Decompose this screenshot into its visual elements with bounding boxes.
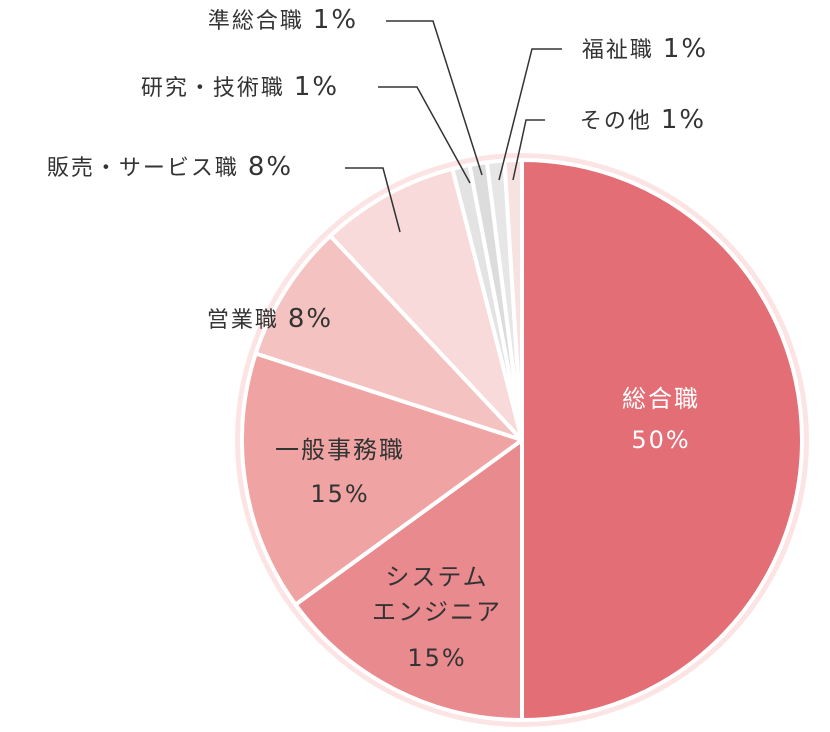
slice-label-2-2: エンジニア [372, 598, 502, 626]
leader-lines [345, 20, 562, 233]
slice-label-4: 営業職 8% [207, 304, 333, 334]
leader-line-9 [512, 119, 545, 181]
pie-slice-4 [253, 233, 524, 442]
slice-value-6: 1% [294, 72, 339, 102]
leader-line-8 [498, 48, 562, 181]
slice-value-4: 8% [288, 304, 333, 334]
slice-label-5: 販売・サービス職 8% [47, 152, 293, 182]
leader-line-7 [386, 20, 483, 176]
slice-label-6: 研究・技術職 1% [141, 72, 339, 102]
slice-label-9: その他 1% [580, 105, 706, 135]
pie-slice-1 [520, 158, 804, 722]
slice-name-8: 福祉職 [582, 38, 663, 63]
slice-name-9: その他 [580, 109, 661, 134]
slice-label-1-2: 50% [631, 426, 690, 454]
pie-slice-3 [240, 351, 524, 607]
pie-slices [240, 158, 804, 722]
slice-name-7: 準総合職 [208, 9, 313, 34]
slice-value-8: 1% [663, 34, 708, 64]
slice-label-2-1: システム [385, 563, 488, 591]
outer-labels: 営業職 8%販売・サービス職 8%研究・技術職 1%準総合職 1%福祉職 1%そ… [47, 5, 708, 334]
leader-line-5 [345, 167, 401, 233]
slice-value-9: 1% [661, 105, 706, 135]
leader-line-6 [378, 86, 471, 184]
slice-name-5: 販売・サービス職 [47, 156, 248, 181]
slice-label-3-2: 15% [310, 480, 369, 508]
slice-value-7: 1% [313, 5, 358, 35]
slice-label-8: 福祉職 1% [582, 34, 708, 64]
slice-label-3-1: 一般事務職 [275, 436, 405, 464]
slice-value-5: 8% [248, 152, 293, 182]
slice-label-7: 準総合職 1% [208, 5, 358, 35]
slice-name-6: 研究・技術職 [141, 76, 294, 101]
pie-slice-2 [293, 438, 524, 722]
pie-slice-5 [328, 166, 524, 442]
slice-label-2-3: 15% [407, 644, 466, 672]
slice-label-1-1: 総合職 [622, 385, 700, 413]
slice-name-4: 営業職 [207, 308, 288, 333]
